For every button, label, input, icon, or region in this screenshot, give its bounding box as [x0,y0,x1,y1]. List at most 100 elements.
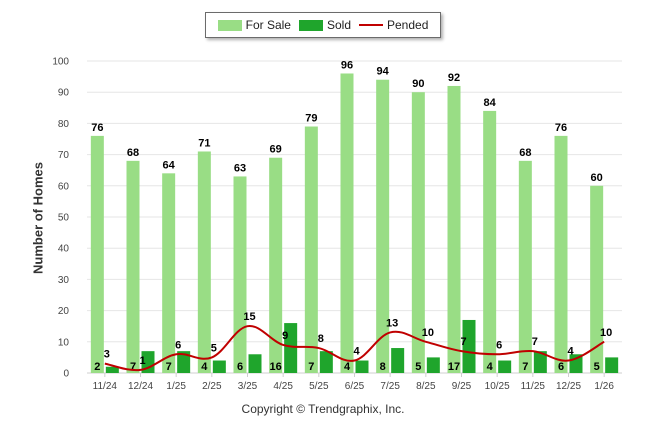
copyright-footer: Copyright © Trendgraphix, Inc. [241,402,405,416]
bar-sold [498,360,512,373]
data-label-sold: 5 [415,361,421,373]
data-label-sold: 7 [130,361,136,373]
legend: For Sale Sold Pended [205,12,441,38]
bar-sold [141,351,155,373]
pended-line [104,325,605,372]
legend-item-pended[interactable]: Pended [359,18,428,32]
legend-label-sold: Sold [326,18,351,32]
data-label-sold: 5 [594,361,600,373]
y-tick-label: 10 [58,337,70,348]
data-label-pended: 10 [422,327,434,339]
bar-for-sale [162,173,176,373]
bar-sold [105,366,119,373]
data-label-pended: 4 [353,346,360,358]
x-tick-label: 3/25 [238,381,258,392]
data-label-pended: 3 [104,349,110,361]
x-tick-label: 12/24 [128,381,153,392]
y-tick-label: 80 [58,119,70,130]
bar-sold [355,360,369,373]
bar-sold [391,348,405,373]
x-tick-label: 1/26 [594,381,614,392]
data-label-sold: 4 [201,361,208,373]
y-tick-label: 50 [58,213,70,224]
x-tick-label: 9/25 [452,381,472,392]
y-tick-label: 70 [58,150,70,161]
data-label-sold: 16 [270,361,282,373]
bar-sold [248,354,262,373]
data-label-sold: 4 [487,361,494,373]
y-tick-label: 90 [58,88,70,99]
data-label-for-sale: 76 [555,122,567,134]
data-label-for-sale: 64 [163,159,176,171]
data-label-for-sale: 63 [234,162,246,174]
bar-for-sale [483,110,497,374]
data-label-for-sale: 71 [198,137,210,149]
data-label-sold: 7 [308,361,314,373]
data-label-for-sale: 94 [377,66,390,78]
bar-sold [426,357,440,373]
data-label-for-sale: 68 [127,147,139,159]
data-label-pended: 4 [567,346,574,358]
x-tick-label: 11/25 [521,381,546,392]
x-tick-label: 2/25 [202,381,222,392]
data-label-sold: 7 [522,361,528,373]
data-label-pended: 5 [211,342,217,354]
bar-for-sale [554,135,568,373]
bar-sold [533,351,547,373]
data-label-for-sale: 69 [270,144,282,156]
bar-for-sale [340,73,354,373]
bar-sold [462,319,476,373]
x-tick-label: 7/25 [380,381,400,392]
data-label-pended: 13 [386,317,398,329]
x-tick-label: 4/25 [273,381,293,392]
bar-for-sale [376,79,390,373]
data-label-for-sale: 60 [591,172,603,184]
bar-sold [284,323,298,373]
y-tick-label: 60 [58,181,70,192]
data-label-for-sale: 96 [341,59,353,71]
x-tick-label: 8/25 [416,381,436,392]
data-label-for-sale: 79 [305,113,317,125]
data-label-sold: 6 [558,361,564,373]
y-tick-label: 40 [58,244,70,255]
data-label-pended: 15 [243,311,255,323]
legend-item-for-sale[interactable]: For Sale [217,18,291,32]
for-sale-swatch-icon [217,19,242,31]
data-label-for-sale: 68 [519,147,531,159]
bar-sold [177,351,191,373]
y-tick-label: 30 [58,275,70,286]
bar-for-sale [518,160,532,373]
data-label-pended: 6 [496,339,502,351]
data-label-sold: 4 [344,361,351,373]
x-tick-label: 12/25 [556,381,581,392]
legend-item-sold[interactable]: Sold [298,18,351,32]
bar-for-sale [447,85,461,374]
pended-line-icon [359,24,383,26]
data-label-pended: 8 [318,333,324,345]
bar-sold [605,357,619,373]
x-tick-label: 11/24 [93,381,118,392]
data-label-for-sale: 76 [91,122,103,134]
x-tick-label: 6/25 [345,381,365,392]
data-label-pended: 7 [460,336,466,348]
data-label-pended: 6 [175,339,181,351]
bar-for-sale [90,135,104,373]
data-label-pended: 9 [282,330,288,342]
y-tick-label: 0 [63,369,69,380]
bar-sold [319,351,333,373]
bar-for-sale [233,176,247,373]
data-label-sold: 6 [237,361,243,373]
data-label-sold: 2 [94,361,100,373]
bar-for-sale [197,151,211,373]
x-tick-label: 1/25 [166,381,186,392]
legend-label-for-sale: For Sale [245,18,291,32]
data-label-sold: 17 [448,361,460,373]
y-tick-label: 100 [52,57,69,68]
bar-for-sale [411,92,425,373]
data-label-for-sale: 84 [484,97,497,109]
data-label-sold: 8 [380,361,386,373]
bar-for-sale [590,185,604,373]
x-tick-label: 10/25 [485,381,510,392]
